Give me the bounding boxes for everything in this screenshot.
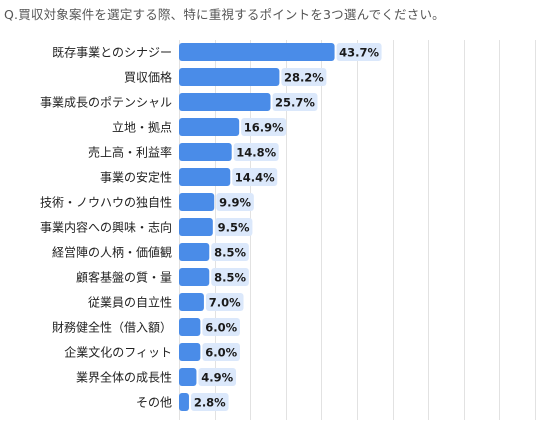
bar [179,193,215,211]
value-label-background [281,68,327,86]
bar [179,243,210,261]
value-label-background [272,93,318,111]
bar [179,143,232,161]
value-label: 16.9% [244,121,284,135]
value-label: 28.2% [284,71,324,85]
value-label-background [190,393,229,411]
bar [179,268,210,286]
category-label: 事業内容への興味・志向 [40,220,172,235]
value-label-background [216,193,254,211]
value-label: 6.0% [205,321,237,335]
value-label-background [202,343,240,361]
bar [179,343,201,361]
category-label: 顧客基盤の質・量 [76,270,172,285]
category-label: 従業員の自立性 [88,295,172,310]
category-label: 既存事業とのシナジー [52,46,172,60]
value-label-background [205,293,244,311]
category-label: 技術・ノウハウの独自性 [40,196,172,210]
category-label: 経営陣の人柄・価値観 [52,245,172,260]
value-label: 9.9% [219,196,251,210]
category-label: 企業文化のフィット [64,345,172,360]
value-label-background [233,143,279,161]
category-label: 立地・拠点 [112,120,172,135]
value-label: 2.8% [194,396,226,410]
value-label: 6.0% [205,346,237,360]
bar [179,318,201,336]
value-label-background [241,118,287,136]
value-label-background [232,168,278,186]
value-label: 8.5% [214,246,246,260]
bar [179,293,204,311]
value-label: 43.7% [339,46,379,60]
category-label: その他 [136,396,172,410]
category-label: 事業の安定性 [100,170,172,185]
value-label-background [202,318,240,336]
bar [179,68,280,86]
bar [179,93,271,111]
value-label-background [214,218,253,236]
category-label: 売上高・利益率 [88,145,172,160]
value-label: 7.0% [209,296,241,310]
bars [179,43,335,411]
bar [179,393,189,411]
category-label: 業界全体の成長性 [76,370,172,385]
category-label: 財務健全性（借入額） [52,320,172,335]
question-title: Q.買収対象案件を選定する際、特に重視するポイントを3つ選んでください。 [4,7,445,22]
value-label-background [336,43,382,61]
bar [179,118,240,136]
value-label-background [211,243,249,261]
bar [179,43,335,61]
value-label-background [211,268,249,286]
labels: 既存事業とのシナジー 43.7% 買収価格 28.2% 事業成長のポテンシャル 25.7%… [40,43,382,411]
bar [179,218,213,236]
value-label: 8.5% [214,271,246,285]
value-label: 14.8% [236,146,276,160]
bar [179,168,231,186]
value-label: 14.4% [235,171,275,185]
category-label: 買収価格 [124,70,172,85]
category-label: 事業成長のポテンシャル [40,96,172,110]
bar [179,368,197,386]
value-label: 9.5% [218,221,250,235]
value-label-background [198,368,237,386]
value-label: 4.9% [201,371,233,385]
value-label: 25.7% [275,96,315,110]
